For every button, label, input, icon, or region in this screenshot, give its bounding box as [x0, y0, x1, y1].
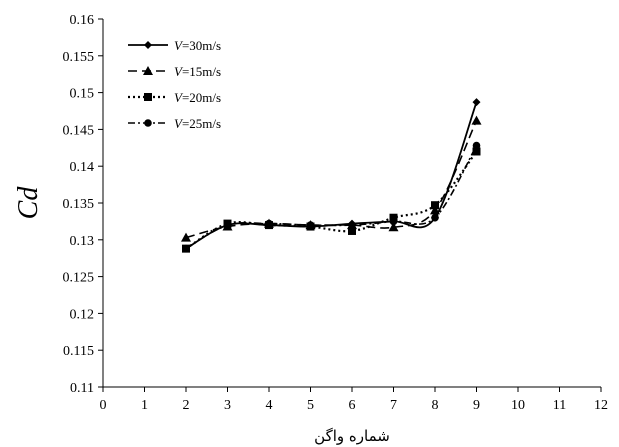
y-tick-label: 0.135 [63, 197, 95, 212]
x-tick-label: 3 [224, 398, 231, 413]
legend-label: V=20m/s [174, 90, 221, 105]
legend-item: V=25m/s [128, 116, 221, 131]
data-point [306, 221, 315, 229]
data-point [348, 221, 356, 229]
axes: 0.11 0.115 0.12 0.125 0.13 0.135 0.14 0.145 0.15… [63, 13, 609, 413]
data-point [472, 98, 481, 107]
x-tick-label: 0 [100, 398, 107, 413]
legend-marker [144, 41, 152, 49]
data-point [265, 219, 273, 228]
data-point [223, 221, 232, 229]
legend-item: V=15m/s [128, 64, 221, 79]
data-point [430, 205, 440, 215]
data-point [431, 213, 439, 222]
data-point [431, 201, 439, 210]
y-tick-label: 0.125 [63, 271, 95, 286]
data-point [389, 217, 398, 226]
legend-marker [144, 119, 152, 127]
y-tick-label: 0.15 [70, 87, 95, 102]
y-tick-label: 0.145 [63, 123, 95, 138]
y-tick-label: 0.14 [70, 160, 95, 175]
data-point [388, 222, 399, 232]
y-tick-label: 0.11 [70, 381, 94, 396]
x-tick-label: 12 [594, 398, 608, 413]
x-tick-label: 7 [390, 398, 397, 413]
data-point [181, 232, 191, 242]
legend-label: V=15m/s [174, 64, 221, 79]
x-tick-label: 1 [141, 398, 148, 413]
data-point [472, 147, 481, 156]
x-tick-label: 10 [511, 398, 525, 413]
series-line [185, 150, 478, 250]
y-tick-label: 0.16 [70, 13, 95, 28]
series-3 [182, 147, 481, 253]
series-4 [182, 141, 481, 253]
y-axis-label: Cd [13, 186, 44, 220]
y-tick-label: 0.13 [70, 234, 95, 249]
y-tick-label: 0.12 [70, 307, 95, 322]
x-tick-label: 4 [266, 398, 273, 413]
x-tick-label: 8 [432, 398, 439, 413]
legend-item: V=30m/s [128, 38, 221, 53]
series-line [185, 145, 478, 250]
legend-label: V=30m/s [174, 38, 221, 53]
legend: V=30m/s V=15m/s V=20m/s V=25m/s [128, 38, 221, 131]
x-tick-label: 2 [183, 398, 190, 413]
data-point [348, 226, 356, 235]
x-tick-label: 9 [473, 398, 480, 413]
data-point [472, 141, 481, 150]
legend-item: V=20m/s [128, 90, 221, 105]
x-axis-label: شماره واگن [314, 427, 390, 445]
series-layer [181, 98, 482, 253]
x-tick-label: 11 [553, 398, 566, 413]
legend-label: V=25m/s [174, 116, 221, 131]
y-tick-label: 0.115 [63, 344, 94, 359]
x-tick-label: 5 [307, 398, 314, 413]
legend-marker [143, 66, 153, 75]
legend-marker [144, 93, 152, 101]
y-tick-label: 0.155 [63, 50, 95, 65]
data-point [182, 244, 190, 253]
data-point [471, 115, 482, 125]
x-tick-label: 6 [349, 398, 356, 413]
